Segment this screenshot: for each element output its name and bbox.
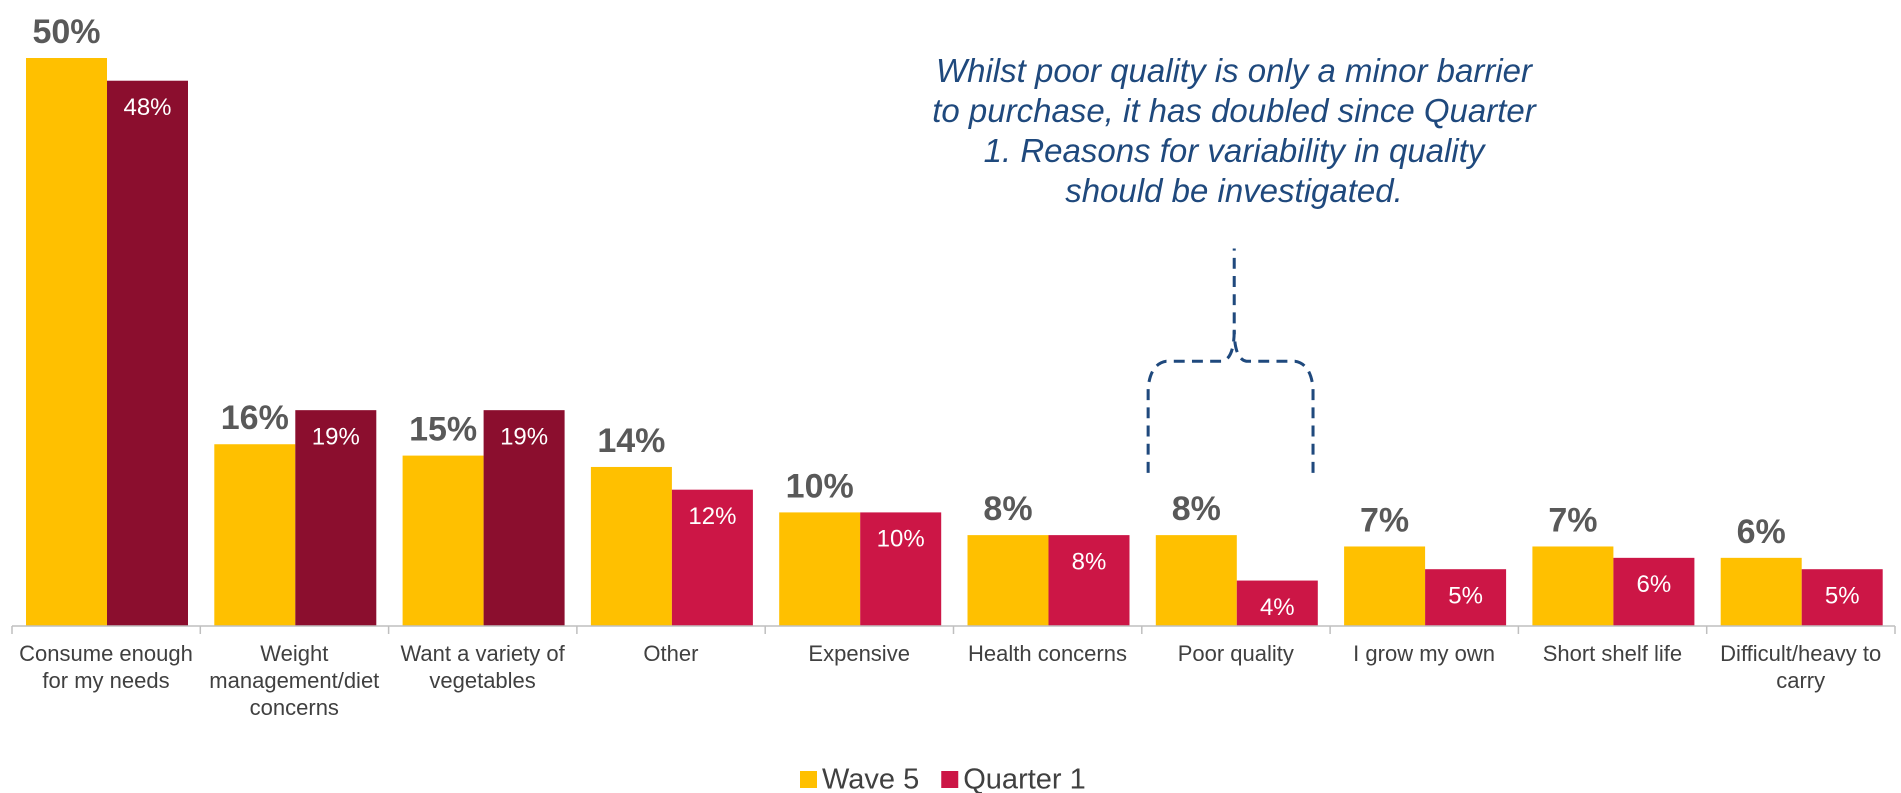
value-label: 6% <box>1637 571 1672 598</box>
value-label: 16% <box>221 399 289 437</box>
bar <box>1236 580 1318 626</box>
annotation: to purchase, it has doubled since Quarte… <box>932 92 1536 129</box>
x-tick-label: Difficult/heavy to carry <box>1720 641 1882 693</box>
bar <box>671 489 753 626</box>
value-label: 7% <box>1360 501 1409 539</box>
bar <box>26 58 107 626</box>
value-label: 5% <box>1825 583 1860 610</box>
x-tick-label: Health concerns <box>968 641 1127 666</box>
value-label: 5% <box>1448 583 1483 610</box>
value-label: 8% <box>983 490 1032 528</box>
bar <box>107 80 188 627</box>
legend-swatch <box>800 771 817 788</box>
legend-swatch <box>941 771 959 788</box>
value-label: 10% <box>786 467 854 505</box>
bar <box>967 535 1049 626</box>
value-label: 50% <box>32 13 100 51</box>
bar <box>402 455 484 626</box>
bar <box>1155 535 1237 626</box>
x-tick-label: Weight management/diet concerns <box>209 641 380 720</box>
bar <box>779 512 861 626</box>
value-label: 8% <box>1172 490 1221 528</box>
annotation: Whilst poor quality is only a minor barr… <box>935 52 1533 89</box>
x-tick-label: Want a variety of vegetables <box>400 641 565 693</box>
annotation: should be investigated. <box>1065 172 1403 209</box>
bar <box>1048 535 1130 626</box>
x-tick-label: Expensive <box>808 641 910 666</box>
value-label: 19% <box>500 424 548 451</box>
bar <box>860 512 942 626</box>
bar <box>1344 546 1426 626</box>
value-label: 4% <box>1260 594 1295 621</box>
x-tick-label: Poor quality <box>1177 641 1294 666</box>
value-label: 6% <box>1737 513 1786 551</box>
bar <box>295 410 377 626</box>
bar <box>590 466 672 626</box>
value-label: 12% <box>688 503 736 530</box>
legend-label: Quarter 1 <box>963 764 1086 793</box>
value-label: 48% <box>123 94 171 121</box>
x-tick-label: I grow my own <box>1353 641 1495 666</box>
value-label: 15% <box>409 411 477 449</box>
value-label: 7% <box>1548 501 1597 539</box>
bar <box>1613 557 1695 626</box>
bar <box>483 410 565 626</box>
bar <box>1801 569 1883 626</box>
bracket <box>1146 248 1315 473</box>
value-label: 19% <box>312 424 360 451</box>
x-tick-label: Other <box>643 641 699 666</box>
bar <box>1720 557 1802 626</box>
bar <box>1425 569 1507 626</box>
x-tick-label: Consume enough for my needs <box>19 641 193 693</box>
value-label: 8% <box>1072 548 1107 575</box>
legend-label: Wave 5 <box>822 764 919 793</box>
value-label: 14% <box>597 422 665 460</box>
annotation: 1. Reasons for variability in quality <box>983 132 1485 169</box>
x-tick-label: Short shelf life <box>1542 641 1683 666</box>
bar <box>214 444 296 626</box>
value-label: 10% <box>877 526 925 553</box>
bar <box>1532 546 1614 626</box>
